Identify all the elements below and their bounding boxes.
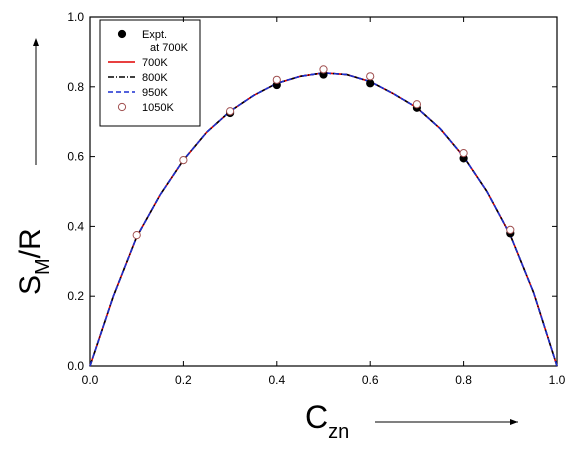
legend-label: 700K [142, 57, 168, 69]
legend-label: 1050K [142, 102, 174, 114]
plot-frame [89, 16, 558, 367]
y-label-sub: M [32, 258, 54, 275]
y-axis-label: SM/R [14, 228, 54, 295]
y-tick-label: 0.2 [67, 289, 84, 303]
legend-label: 800K [142, 72, 168, 84]
x-tick-label: 0.6 [362, 373, 379, 387]
y-tick-label: 1.0 [67, 10, 84, 24]
x-tick-label: 0.0 [82, 373, 99, 387]
x-axis-label: Czn [305, 399, 349, 443]
data-point [366, 79, 375, 88]
data-point [506, 225, 515, 234]
legend-marker [117, 29, 127, 39]
legend-label: 950K [142, 87, 168, 99]
data-point [366, 72, 375, 81]
y-arrowhead [33, 38, 39, 46]
data-point [319, 65, 328, 74]
data-point [272, 75, 281, 84]
y-label-rest: /R [14, 228, 47, 258]
data-point [459, 149, 468, 158]
x-arrowhead [510, 419, 518, 425]
data-point [132, 231, 141, 240]
series-line [89, 72, 558, 367]
legend-label: at 700K [150, 42, 189, 54]
x-tick-label: 0.8 [455, 373, 472, 387]
y-tick-label: 0.8 [67, 80, 84, 94]
y-label-main: S [14, 275, 47, 295]
y-tick-label: 0.4 [67, 219, 84, 233]
legend-box [99, 19, 201, 127]
y-tick-label: 0.6 [67, 150, 84, 164]
x-tick-label: 0.2 [175, 373, 192, 387]
x-label-main: C [305, 399, 328, 435]
x-tick-label: 0.4 [268, 373, 285, 387]
y-tick-label: 0.0 [67, 359, 84, 373]
data-point [412, 100, 421, 109]
x-label-sub: zn [328, 421, 349, 443]
legend-marker [117, 102, 127, 112]
legend-label: Expt. [142, 29, 167, 41]
data-point [226, 107, 235, 116]
x-tick-label: 1.0 [549, 373, 566, 387]
data-point [179, 155, 188, 165]
